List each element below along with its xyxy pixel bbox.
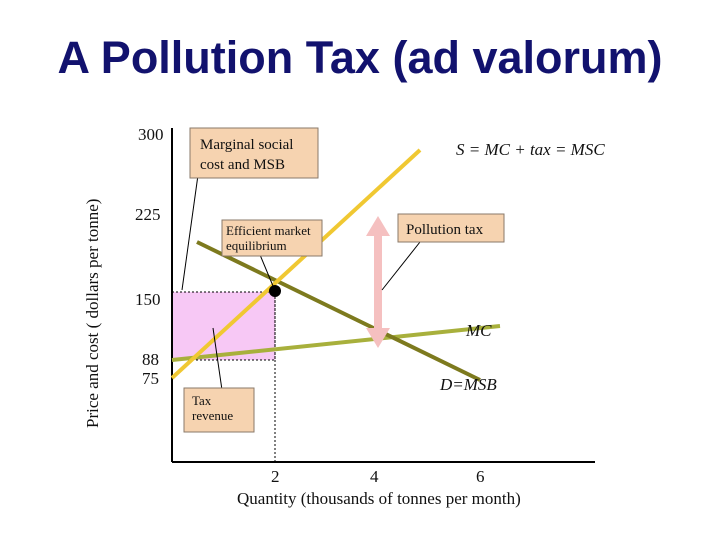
pollution-tax-arrow bbox=[366, 216, 390, 348]
x-tick-2: 2 bbox=[271, 467, 280, 486]
msc-line bbox=[170, 148, 422, 380]
tax-revenue-line1: Tax bbox=[192, 393, 212, 408]
callout-tax bbox=[381, 241, 421, 291]
y-tick-225: 225 bbox=[135, 205, 161, 224]
page-title: A Pollution Tax (ad valorum) bbox=[57, 32, 663, 83]
y-tick-300: 300 bbox=[138, 125, 164, 144]
efficient-line2: equilibrium bbox=[226, 238, 287, 253]
x-tick-6: 6 bbox=[476, 467, 485, 486]
marginal-box-line2: cost and MSB bbox=[200, 157, 285, 173]
mc-line bbox=[171, 324, 501, 362]
marginal-box bbox=[189, 127, 319, 179]
dmsb-label: D=MSB bbox=[439, 375, 497, 394]
pollution-tax-box bbox=[397, 213, 505, 243]
efficient-box bbox=[221, 219, 323, 257]
callout-marginal bbox=[181, 174, 199, 291]
x-tick-4: 4 bbox=[370, 467, 379, 486]
mc-label: MC bbox=[465, 321, 492, 340]
pollution-tax-label: Pollution tax bbox=[406, 222, 484, 238]
y-tick-150: 150 bbox=[135, 290, 161, 309]
y-tick-88: 88 bbox=[142, 350, 159, 369]
equilibrium-point bbox=[269, 285, 281, 297]
y-axis-label: Price and cost ( dollars per tonne) bbox=[83, 199, 102, 428]
efficient-line1: Efficient market bbox=[226, 223, 311, 238]
msc-label: S = MC + tax = MSC bbox=[456, 140, 605, 159]
demand-msb-line bbox=[196, 240, 481, 382]
marginal-box-line1: Marginal social bbox=[200, 137, 293, 153]
y-tick-75: 75 bbox=[142, 369, 159, 388]
callout-revenue bbox=[212, 327, 223, 391]
tax-revenue-box bbox=[183, 387, 255, 433]
tax-revenue-line2: revenue bbox=[192, 408, 233, 423]
x-axis-label: Quantity (thousands of tonnes per month) bbox=[237, 489, 521, 508]
tax-revenue-area bbox=[171, 291, 276, 361]
